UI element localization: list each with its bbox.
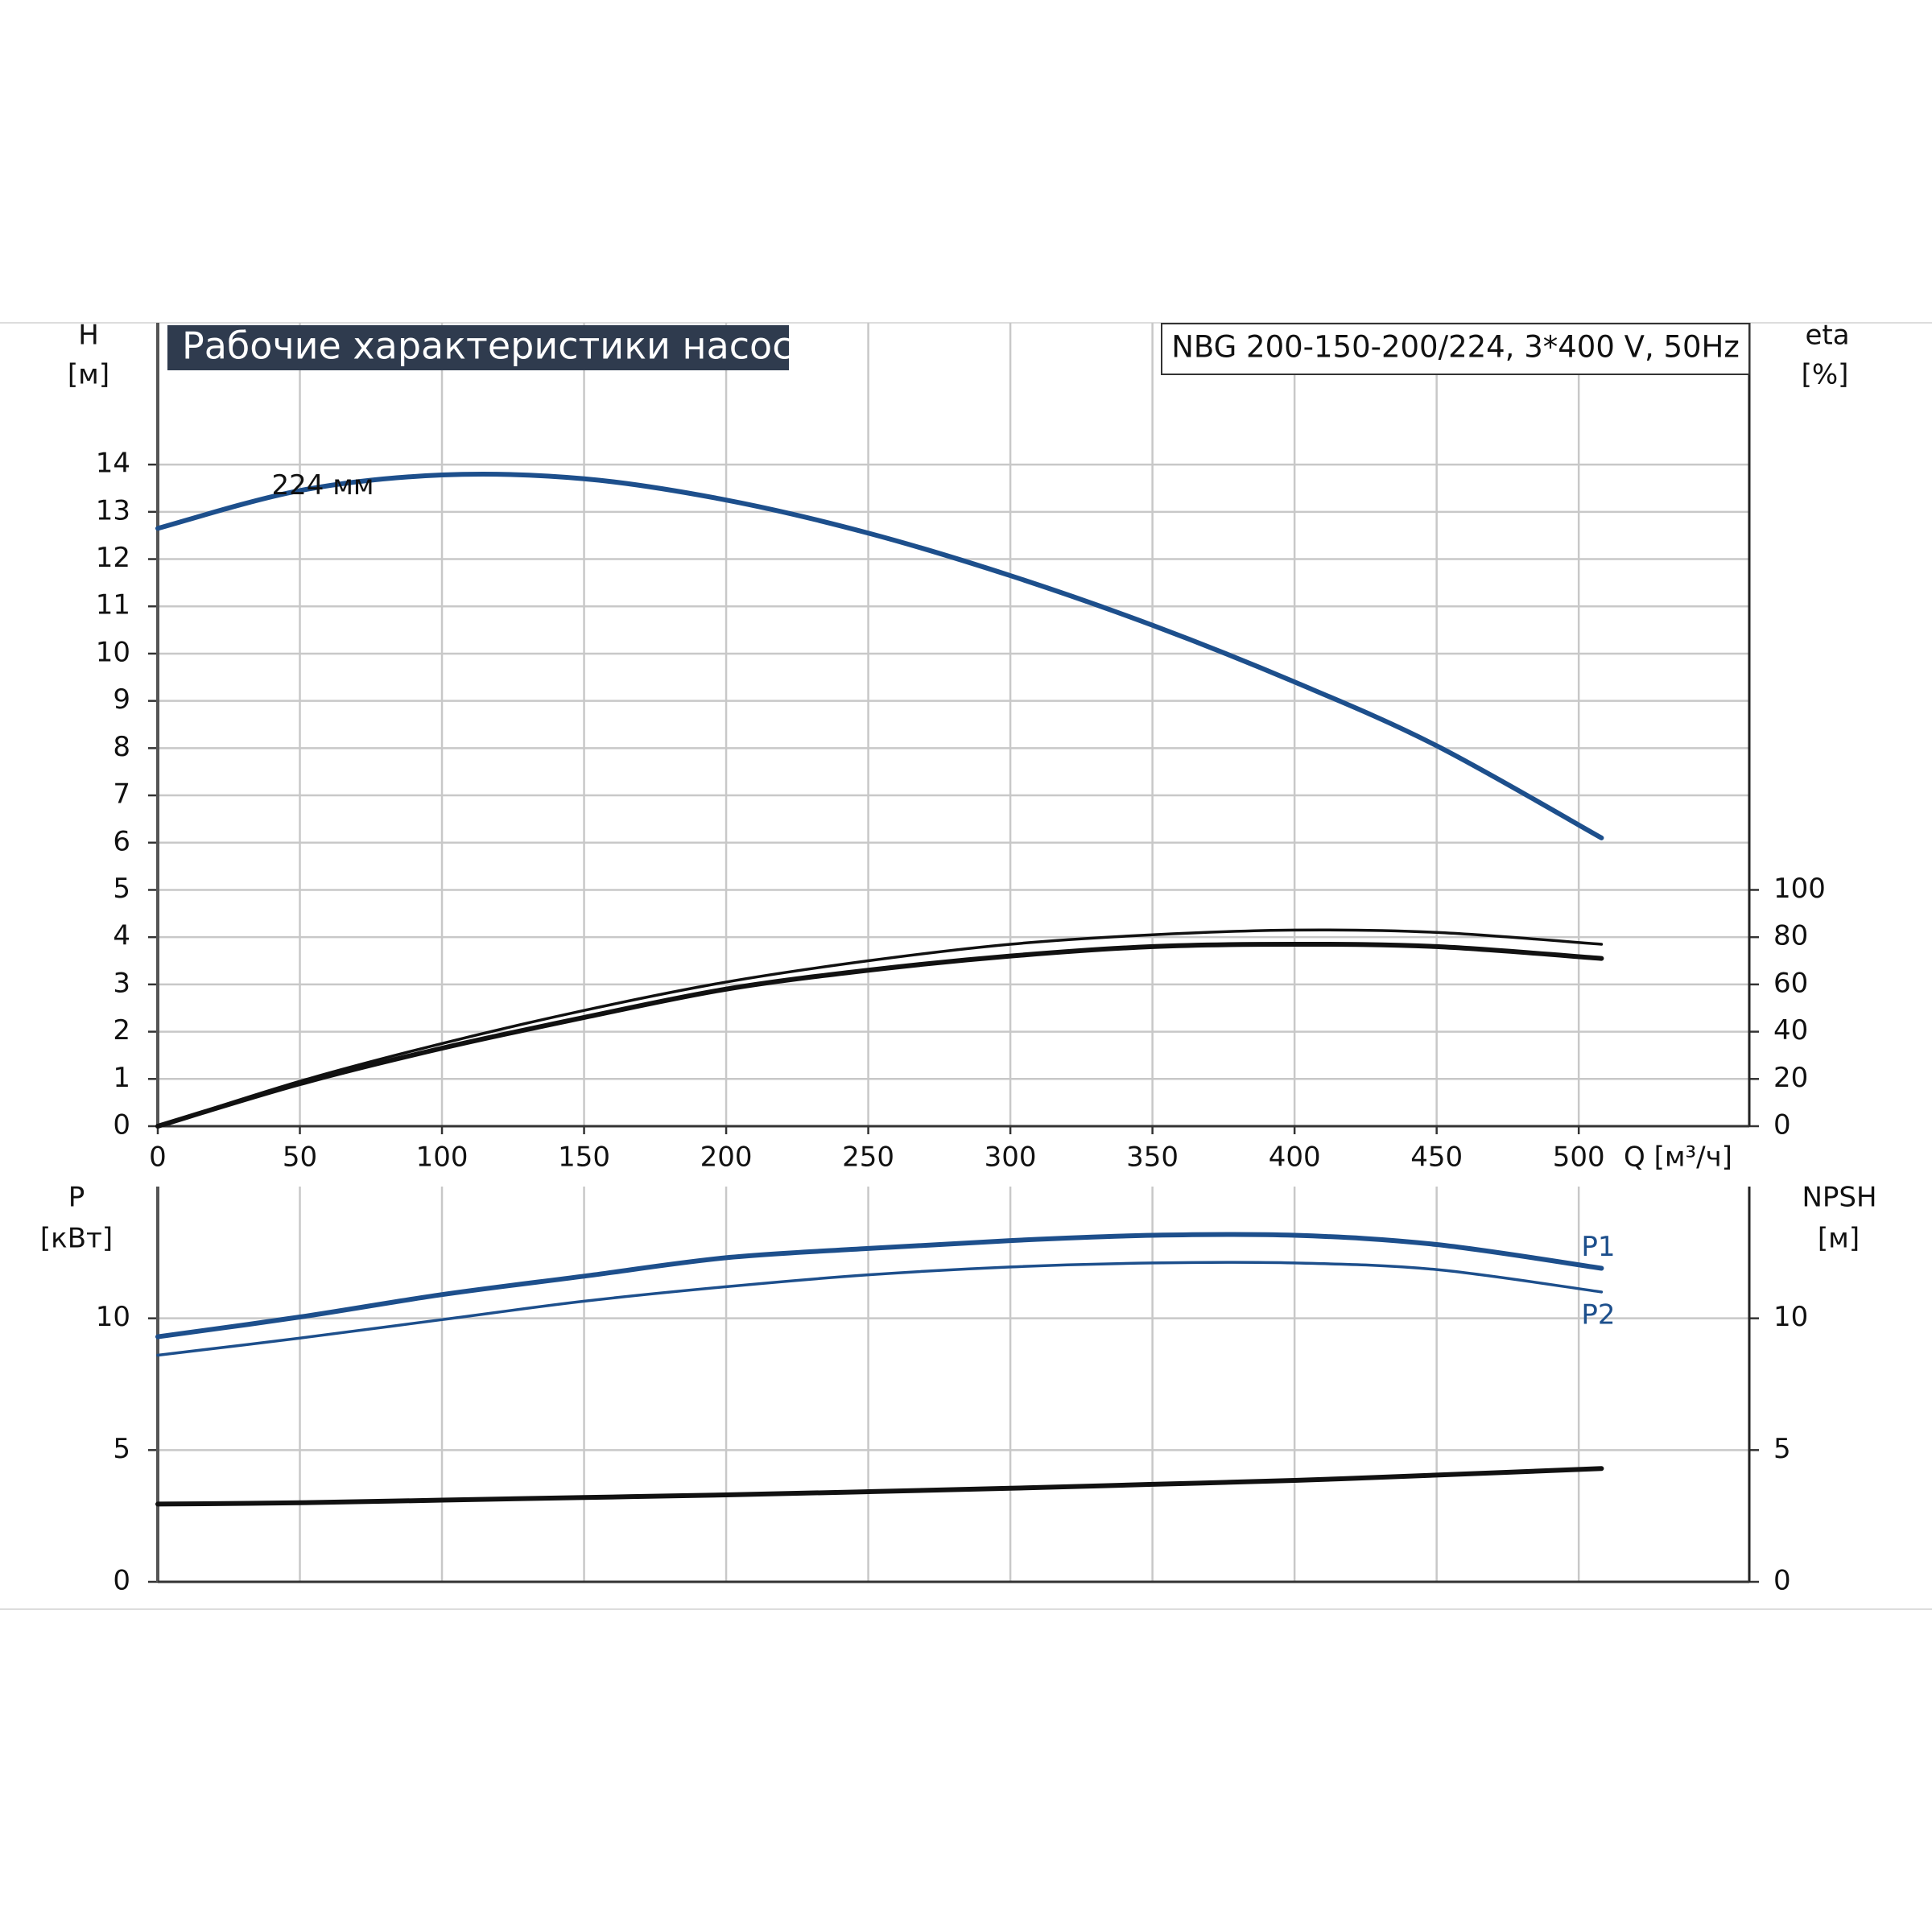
y-tick-label: 5: [113, 1433, 130, 1465]
y2-tick-label: 5: [1773, 1433, 1791, 1465]
x-tick-label: 450: [1410, 1141, 1463, 1174]
series-line: [156, 1261, 1604, 1357]
y-tick-label: 9: [113, 683, 130, 716]
x-tick-label: 350: [1126, 1141, 1179, 1174]
y-axis-unit: [м]: [68, 359, 109, 391]
plots: 0 50 100 150 200 250 300 350 400 450 5000123456789…: [96, 323, 1826, 1597]
series-line: [156, 928, 1604, 1128]
y-tick-label: 3: [113, 967, 130, 999]
series-line: [155, 1232, 1604, 1340]
y2-tick-label: 40: [1773, 1014, 1808, 1046]
x-tick-label: 200: [700, 1141, 753, 1174]
y2-axis-unit: [%]: [1802, 359, 1849, 391]
y2-axis-label: eta: [1805, 320, 1849, 352]
y-tick-label: 0: [113, 1109, 130, 1141]
x-tick-label: 300: [985, 1141, 1037, 1174]
y2-tick-label: 0: [1773, 1565, 1791, 1597]
series-line: [155, 1466, 1604, 1507]
y-tick-label: 8: [113, 731, 130, 763]
title-box: [167, 325, 789, 370]
y-axis-label: P: [68, 1182, 85, 1214]
y-axis-unit: [кВт]: [40, 1223, 113, 1255]
chart-subtitle: NBG 200-150-200/224, 3*400 V, 50Hz: [1171, 330, 1740, 365]
x-axis-label: Q [м³/ч]: [1624, 1141, 1732, 1174]
y2-tick-label: 100: [1773, 873, 1826, 905]
x-tick-label: 50: [283, 1141, 317, 1174]
y-tick-label: 10: [96, 636, 130, 668]
series-line: [155, 941, 1604, 1129]
y-tick-label: 0: [113, 1565, 130, 1597]
chart-title: Рабочие характеристики насоса: [182, 324, 815, 368]
y-tick-label: 6: [113, 825, 130, 857]
y-tick-label: 12: [96, 542, 130, 574]
x-tick-label: 250: [842, 1141, 894, 1174]
y-tick-label: 1: [113, 1062, 130, 1094]
y2-axis-label: NPSH: [1802, 1182, 1876, 1214]
y-tick-label: 11: [96, 589, 130, 621]
series-name: P2: [1581, 1298, 1615, 1331]
series-name: P1: [1581, 1231, 1615, 1263]
y2-tick-label: 20: [1773, 1062, 1808, 1094]
y-tick-label: 5: [113, 873, 130, 905]
series-line: [155, 471, 1604, 840]
y2-tick-label: 0: [1773, 1109, 1791, 1141]
y2-tick-label: 10: [1773, 1301, 1808, 1333]
x-tick-label: 500: [1553, 1141, 1605, 1174]
y2-tick-label: 60: [1773, 967, 1808, 999]
y-axis-label: H: [78, 320, 99, 352]
y-tick-label: 7: [113, 778, 130, 811]
x-tick-label: 400: [1269, 1141, 1321, 1174]
y2-axis-unit: [м]: [1818, 1223, 1860, 1255]
series-name: 224 мм: [272, 469, 374, 502]
y2-tick-label: 80: [1773, 920, 1808, 952]
y-tick-label: 4: [113, 920, 130, 952]
y-tick-label: 2: [113, 1014, 130, 1046]
subtitle-box: [1161, 323, 1750, 375]
x-tick-label: 150: [558, 1141, 610, 1174]
y-tick-label: 10: [96, 1301, 130, 1333]
y-tick-label: 13: [96, 494, 130, 526]
x-tick-label: 0: [149, 1141, 167, 1174]
y-tick-label: 14: [96, 448, 130, 480]
x-tick-label: 100: [416, 1141, 469, 1174]
